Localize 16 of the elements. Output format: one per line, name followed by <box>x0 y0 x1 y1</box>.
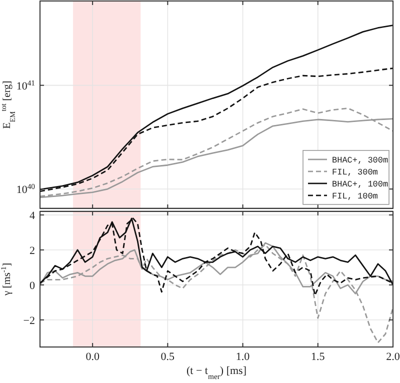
x-axis-title: (t − t$_{mer}$) [ms] <box>186 365 247 380</box>
x-tick-label: 2.0 <box>386 351 400 363</box>
y-tick-label: 10$^{40}$ <box>16 182 36 196</box>
legend-label: BHAC+, 300m <box>332 155 388 166</box>
x-tick-label: 0.5 <box>160 351 176 363</box>
x-tick-label: 0.0 <box>86 351 100 363</box>
y-tick-label: 4 <box>30 210 36 222</box>
x-tick-label: 1.0 <box>236 351 250 363</box>
y-tick-label: 2 <box>30 244 35 257</box>
legend-label: FIL, 100m <box>332 191 378 202</box>
x-tick-label: 1.5 <box>311 351 326 363</box>
y-tick-label: 0 <box>30 280 36 292</box>
legend-label: BHAC+, 100m <box>332 179 388 190</box>
y-tick-label: 10$^{41}$ <box>16 78 36 92</box>
legend-label: FIL, 300m <box>332 167 378 178</box>
y-tick-label: −2 <box>23 314 35 327</box>
